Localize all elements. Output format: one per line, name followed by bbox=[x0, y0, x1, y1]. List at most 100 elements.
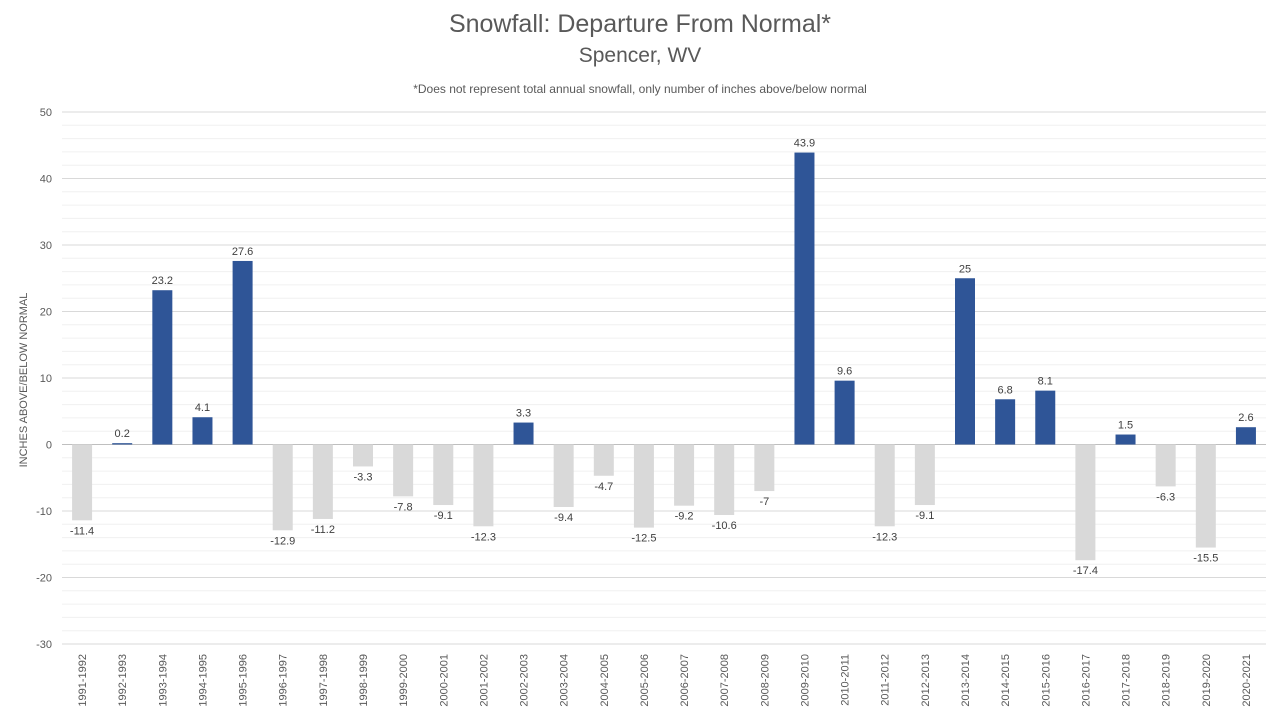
bars bbox=[72, 152, 1256, 561]
data-label: -9.1 bbox=[915, 510, 934, 522]
x-tick-label: 2011-2012 bbox=[880, 654, 892, 706]
bar bbox=[112, 443, 133, 445]
x-tick-label: 2002-2003 bbox=[519, 654, 531, 707]
bar bbox=[874, 444, 895, 527]
data-label: 8.1 bbox=[1038, 376, 1053, 388]
bar bbox=[232, 260, 253, 445]
data-label: -3.3 bbox=[354, 471, 373, 483]
data-label: -10.6 bbox=[712, 520, 737, 532]
x-tick-label: 1991-1992 bbox=[77, 654, 89, 707]
axis-ticks: -30 -20 -10 0 10 20 30 40 50 1991-1992 1992-1993 19… bbox=[36, 107, 1253, 707]
bar bbox=[754, 444, 775, 492]
bar bbox=[714, 444, 735, 515]
y-tick-label: -20 bbox=[36, 573, 52, 585]
chart-note: *Does not represent total annual snowfal… bbox=[413, 82, 867, 96]
bar bbox=[633, 444, 654, 528]
y-tick-label: 50 bbox=[40, 107, 52, 119]
x-tick-label: 1996-1997 bbox=[278, 654, 290, 707]
x-tick-label: 2016-2017 bbox=[1080, 654, 1092, 707]
bar bbox=[192, 417, 213, 445]
x-tick-label: 2001-2002 bbox=[478, 654, 490, 707]
data-label: 9.6 bbox=[837, 366, 852, 378]
x-tick-label: 2014-2015 bbox=[1000, 654, 1012, 707]
data-labels: -11.4 0.2 23.2 4.1 27.6 -12.9 -11.2 -3.3 -7.8 -9.… bbox=[70, 138, 1254, 578]
x-tick-label: 1994-1995 bbox=[197, 654, 209, 707]
x-tick-label: 1992-1993 bbox=[117, 654, 129, 707]
bar bbox=[433, 444, 454, 506]
x-tick-label: 2005-2006 bbox=[639, 654, 651, 707]
data-label: 4.1 bbox=[195, 402, 210, 414]
x-tick-label: 2009-2010 bbox=[799, 654, 811, 707]
x-tick-label: 2010-2011 bbox=[840, 654, 852, 706]
y-tick-label: -30 bbox=[36, 639, 52, 651]
bar bbox=[995, 399, 1016, 445]
bar bbox=[1155, 444, 1176, 487]
bar bbox=[312, 444, 333, 519]
bar bbox=[593, 444, 614, 476]
bar bbox=[955, 278, 975, 445]
data-label: 0.2 bbox=[115, 428, 130, 440]
data-label: -7.8 bbox=[394, 501, 413, 513]
data-label: -11.2 bbox=[311, 524, 335, 536]
data-label: -9.1 bbox=[434, 510, 453, 522]
x-tick-label: 2008-2009 bbox=[759, 654, 771, 707]
bar bbox=[1075, 444, 1096, 561]
x-tick-label: 2000-2001 bbox=[438, 654, 450, 707]
x-tick-label: 2007-2008 bbox=[719, 654, 731, 707]
x-tick-label: 1995-1996 bbox=[238, 654, 250, 707]
data-label: -4.7 bbox=[594, 481, 613, 493]
x-tick-label: 1997-1998 bbox=[318, 654, 330, 707]
bar bbox=[473, 444, 494, 527]
bar bbox=[674, 444, 695, 506]
x-tick-label: 2015-2016 bbox=[1040, 654, 1052, 707]
data-label: -17.4 bbox=[1073, 565, 1098, 577]
bar bbox=[553, 444, 574, 508]
data-label: 43.9 bbox=[794, 138, 815, 150]
bar bbox=[914, 444, 935, 506]
bar bbox=[794, 152, 815, 445]
data-label: 23.2 bbox=[152, 275, 173, 287]
data-label: 25 bbox=[959, 263, 971, 275]
data-label: -9.2 bbox=[675, 511, 694, 523]
y-axis-label: INCHES ABOVE/BELOW NORMAL bbox=[18, 293, 30, 468]
bar bbox=[353, 444, 373, 467]
x-tick-label: 2006-2007 bbox=[679, 654, 691, 707]
x-tick-label: 1998-1999 bbox=[358, 654, 370, 707]
data-label: -12.3 bbox=[471, 531, 496, 543]
x-tick-label: 2004-2005 bbox=[599, 654, 611, 707]
data-label: 1.5 bbox=[1118, 420, 1133, 432]
data-label: -11.4 bbox=[70, 525, 94, 537]
data-label: -7 bbox=[759, 496, 769, 508]
data-label: -12.5 bbox=[631, 533, 656, 545]
data-label: -12.3 bbox=[872, 531, 897, 543]
x-tick-label: 2017-2018 bbox=[1121, 654, 1133, 707]
data-label: -6.3 bbox=[1156, 491, 1175, 503]
data-label: -15.5 bbox=[1193, 553, 1218, 565]
y-tick-label: 10 bbox=[40, 373, 52, 385]
y-tick-label: 30 bbox=[40, 240, 52, 252]
x-tick-label: 2020-2021 bbox=[1241, 654, 1253, 707]
bar bbox=[152, 290, 173, 445]
x-tick-label: 2019-2020 bbox=[1201, 654, 1213, 707]
data-label: -9.4 bbox=[554, 512, 573, 524]
x-tick-label: 1993-1994 bbox=[157, 654, 169, 707]
data-label: -12.9 bbox=[270, 535, 295, 547]
y-tick-label: 20 bbox=[40, 307, 52, 319]
y-tick-label: 40 bbox=[40, 174, 52, 186]
bar bbox=[72, 444, 93, 521]
bar bbox=[272, 444, 293, 531]
bar bbox=[1195, 444, 1216, 548]
chart-subtitle: Spencer, WV bbox=[578, 44, 702, 67]
bar bbox=[513, 422, 534, 445]
data-label: 6.8 bbox=[997, 384, 1012, 396]
y-tick-label: -10 bbox=[36, 506, 52, 518]
data-label: 27.6 bbox=[232, 246, 253, 258]
grid-lines bbox=[62, 111, 1266, 645]
x-tick-label: 2012-2013 bbox=[920, 654, 932, 707]
y-tick-label: 0 bbox=[46, 440, 52, 452]
bar bbox=[393, 444, 414, 497]
x-tick-label: 2018-2019 bbox=[1161, 654, 1173, 707]
bar bbox=[1115, 434, 1136, 445]
x-tick-label: 2013-2014 bbox=[960, 654, 972, 707]
